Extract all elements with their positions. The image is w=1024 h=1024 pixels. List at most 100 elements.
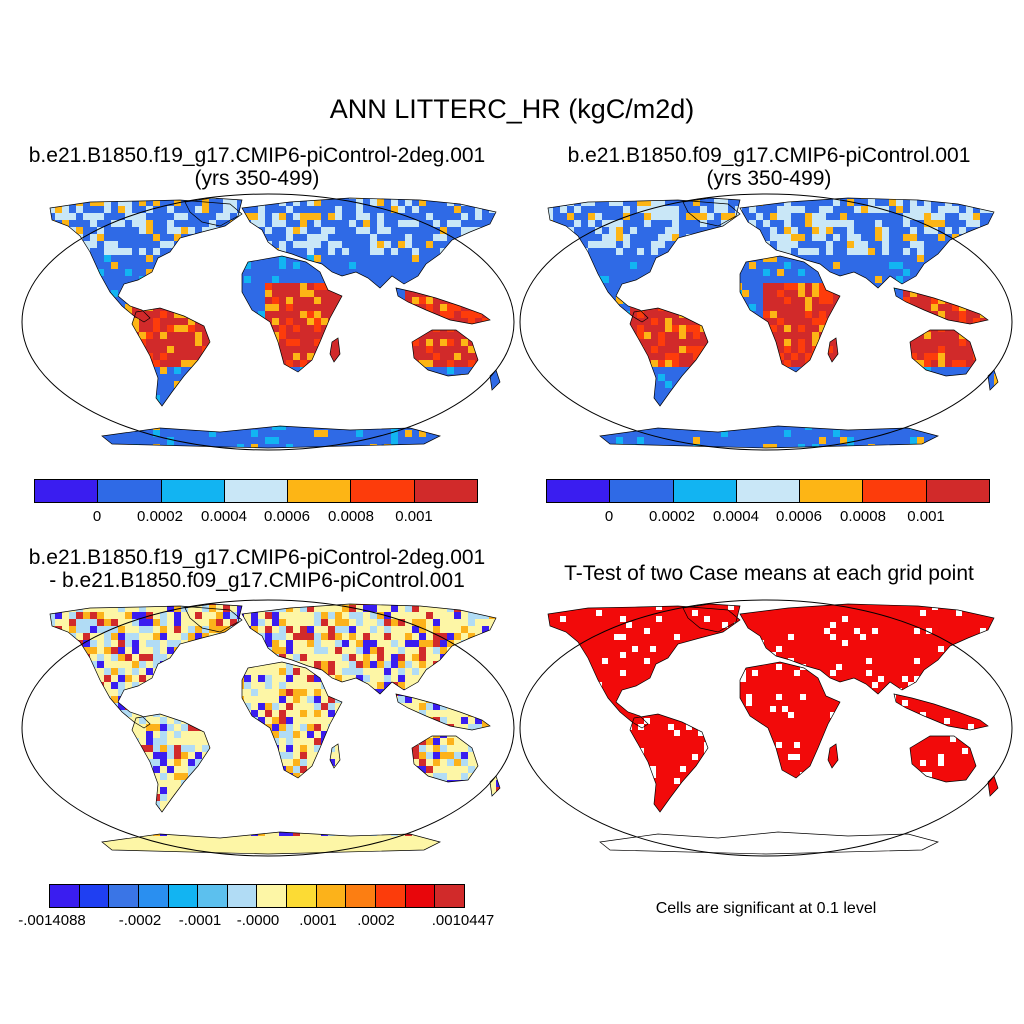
colorbar-case2-label: 0.0008 xyxy=(840,508,886,525)
coastline-south-america xyxy=(131,307,211,407)
colorbar-case1-label: 0.0004 xyxy=(201,508,247,525)
coastline-australia xyxy=(909,329,977,377)
colorbar-diff-label: -.0000 xyxy=(236,912,280,929)
coastline-africa xyxy=(241,255,343,373)
coastline-madagascar xyxy=(329,743,341,769)
coastline-madagascar xyxy=(827,337,839,363)
colorbar-diff-swatch xyxy=(287,885,317,907)
colorbar-diff-swatch xyxy=(168,885,199,907)
colorbar-diff-swatch xyxy=(257,885,288,907)
colorbar-case2-label: 0.001 xyxy=(907,508,945,525)
colorbar-diff-label: -.0002 xyxy=(118,912,162,929)
colorbar-case2-label: 0 xyxy=(604,508,614,525)
coastline-eurasia xyxy=(739,197,995,289)
map-case1 xyxy=(21,193,515,451)
colorbar-diff-swatch xyxy=(198,885,228,907)
main-title: ANN LITTERC_HR (kgC/m2d) xyxy=(329,94,695,124)
coastline-south-america xyxy=(629,307,709,407)
panel-3-title-line2: - b.e21.B1850.f09_g17.CMIP6-piControl.00… xyxy=(49,569,465,592)
coastline-australia xyxy=(411,735,479,783)
coastline-africa xyxy=(739,255,841,373)
colorbar-case1-swatch xyxy=(161,480,225,502)
map-border xyxy=(21,599,515,857)
colorbar-diff-swatch xyxy=(316,885,347,907)
coastline-australia xyxy=(909,735,977,783)
map-border xyxy=(519,599,1013,857)
colorbar-case1-swatch xyxy=(224,480,289,502)
colorbar-case2-swatch xyxy=(926,480,989,502)
colorbar-case1-label: 0.001 xyxy=(395,508,433,525)
coastline-south-america xyxy=(131,713,211,813)
coastline-madagascar xyxy=(827,743,839,769)
coastline-se-asia xyxy=(395,287,491,325)
colorbar-diff-swatch xyxy=(227,885,258,907)
coastline-south-america xyxy=(629,713,709,813)
colorbar-case2 xyxy=(546,479,990,503)
colorbar-diff-label: .0010447 xyxy=(431,912,495,929)
colorbar-case1-swatch xyxy=(351,480,415,502)
colorbar-diff-swatch xyxy=(79,885,110,907)
panel-2-title-line2: (yrs 350-499) xyxy=(706,167,832,190)
colorbar-case2-label: 0.0002 xyxy=(649,508,695,525)
coastline-africa xyxy=(241,661,343,779)
colorbar-case2-swatch xyxy=(547,480,611,502)
colorbar-diff-label: .0001 xyxy=(299,912,337,929)
colorbar-case2-swatch xyxy=(673,480,737,502)
panel-2-title-line1: b.e21.B1850.f09_g17.CMIP6-piControl.001 xyxy=(567,144,971,167)
panel-1-title: b.e21.B1850.f19_g17.CMIP6-piControl-2deg… xyxy=(0,144,514,190)
panel-3-title-line1: b.e21.B1850.f19_g17.CMIP6-piControl-2deg… xyxy=(28,546,486,569)
colorbar-diff-swatch xyxy=(435,885,464,907)
coastline-north-america xyxy=(49,605,243,729)
coastline-se-asia xyxy=(395,693,491,731)
coastline-north-america xyxy=(547,605,741,729)
coastline-eurasia xyxy=(241,197,497,289)
colorbar-diff-swatch xyxy=(405,885,436,907)
map-ttest xyxy=(519,599,1013,857)
colorbar-diff-swatch xyxy=(346,885,377,907)
colorbar-case1-swatch xyxy=(35,480,99,502)
colorbar-diff-swatch xyxy=(138,885,169,907)
colorbar-diff-label: -.0014088 xyxy=(18,912,86,929)
panel-1-title-line2: (yrs 350-499) xyxy=(194,167,320,190)
colorbar-case2-swatch xyxy=(610,480,674,502)
colorbar-diff-swatch xyxy=(50,885,80,907)
map-case2 xyxy=(519,193,1013,451)
colorbar-case1-label: 0.0008 xyxy=(328,508,374,525)
coastline-madagascar xyxy=(329,337,341,363)
coastline-greenland xyxy=(184,603,243,633)
coastline-australia xyxy=(411,329,479,377)
colorbar-difference xyxy=(49,884,465,908)
colorbar-case2-swatch xyxy=(863,480,927,502)
colorbar-diff-label: .0002 xyxy=(357,912,395,929)
coastline-africa xyxy=(739,661,841,779)
panel-4-title: T-Test of two Case means at each grid po… xyxy=(514,562,1024,585)
colorbar-case1-swatch xyxy=(98,480,162,502)
coastline-north-america xyxy=(547,199,741,323)
coastline-se-asia xyxy=(893,287,989,325)
colorbar-diff-label: -.0001 xyxy=(178,912,222,929)
panel-4-title-line1: T-Test of two Case means at each grid po… xyxy=(564,562,974,585)
panel-1-title-line1: b.e21.B1850.f19_g17.CMIP6-piControl-2deg… xyxy=(28,144,486,167)
colorbar-case1-label: 0.0006 xyxy=(264,508,310,525)
colorbar-diff-swatch xyxy=(376,885,406,907)
colorbar-case2-swatch xyxy=(736,480,801,502)
coastline-greenland xyxy=(682,603,741,633)
colorbar-case1-label: 0 xyxy=(92,508,102,525)
colorbar-case2-label: 0.0004 xyxy=(713,508,759,525)
colorbar-diff-swatch xyxy=(109,885,139,907)
map-difference xyxy=(21,599,515,857)
coastline-greenland xyxy=(682,197,741,227)
colorbar-case2-swatch xyxy=(800,480,864,502)
coastline-eurasia xyxy=(739,603,995,695)
coastline-greenland xyxy=(184,197,243,227)
colorbar-case1 xyxy=(34,479,478,503)
coastline-north-america xyxy=(49,199,243,323)
coastline-eurasia xyxy=(241,603,497,695)
colorbar-case1-swatch xyxy=(288,480,352,502)
panel-3-title: b.e21.B1850.f19_g17.CMIP6-piControl-2deg… xyxy=(0,546,514,592)
significance-note: Cells are significant at 0.1 level xyxy=(655,900,877,917)
colorbar-case1-label: 0.0002 xyxy=(137,508,183,525)
map-border xyxy=(21,193,515,451)
panel-2-title: b.e21.B1850.f09_g17.CMIP6-piControl.001 … xyxy=(514,144,1024,190)
colorbar-case2-label: 0.0006 xyxy=(776,508,822,525)
